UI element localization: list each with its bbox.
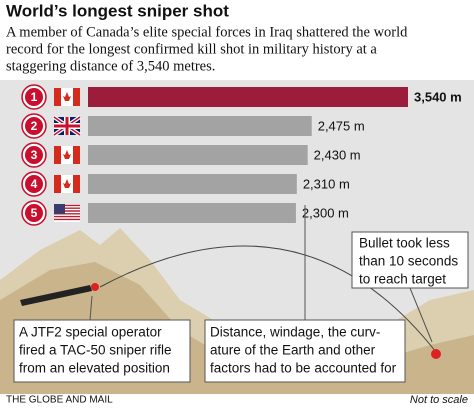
note: Not to scale [410, 394, 468, 406]
value-label: 3,540 m [414, 89, 462, 104]
value-label: 2,430 m [314, 147, 361, 162]
rank-badge [23, 144, 45, 166]
trajectory [99, 245, 437, 353]
rank-badge [23, 173, 45, 195]
value-label: 2,310 m [303, 176, 350, 191]
rank-label: 2 [31, 119, 38, 133]
value-label: 2,475 m [318, 118, 365, 133]
annotation-line: to reach target [359, 272, 446, 287]
annotation-box [351, 231, 469, 289]
rank-label: 1 [31, 90, 38, 104]
impact [431, 349, 441, 359]
rank-ring [21, 171, 47, 197]
muzzle-flash [91, 283, 99, 291]
annotation-line: Bullet took less [359, 236, 450, 251]
source: THE GLOBE AND MAIL [6, 395, 113, 406]
annotation-line: factors had to be accounted for [210, 361, 397, 376]
bar [88, 203, 296, 223]
rank-label: 3 [31, 148, 38, 162]
leader-line [89, 295, 93, 321]
bar [88, 87, 408, 107]
rank-badge [23, 86, 45, 108]
annotation-line: from an elevated position [19, 361, 170, 376]
annotation-box [204, 319, 406, 383]
annotation-line: A JTF2 special operator [19, 325, 162, 340]
flag-canada [54, 88, 80, 106]
flag-uk [52, 115, 82, 137]
flag-canada [54, 146, 80, 164]
rank-badge [23, 202, 45, 224]
title: World’s longest sniper shot [6, 1, 229, 20]
value-label: 2,300 m [302, 205, 349, 220]
rank-label: 5 [31, 206, 38, 220]
flag-usa [54, 204, 80, 222]
rank-ring [21, 200, 47, 226]
subtitle-line: record for the longest confirmed kill sh… [6, 41, 377, 57]
flag-canada [54, 175, 80, 193]
rank-ring [21, 84, 47, 110]
bar [88, 145, 308, 165]
leader-line [409, 287, 433, 343]
rank-ring [21, 113, 47, 139]
annotation-box [13, 319, 191, 383]
annotation-line: Distance, windage, the curv- [210, 325, 380, 340]
annotation-line: fired a TAC-50 sniper rifle [19, 343, 172, 358]
flags [52, 88, 82, 222]
rank-label: 4 [31, 177, 38, 191]
subtitle-line: staggering distance of 3,540 metres. [6, 58, 215, 74]
rifle [20, 285, 92, 306]
rank-badge [23, 115, 45, 137]
bar [88, 174, 297, 194]
bar [88, 116, 312, 136]
subtitle-line: A member of Canada’s elite special force… [6, 24, 408, 40]
annotation-line: than 10 seconds [359, 254, 458, 269]
rank-ring [21, 142, 47, 168]
annotation-line: ature of the Earth and other [210, 343, 376, 358]
